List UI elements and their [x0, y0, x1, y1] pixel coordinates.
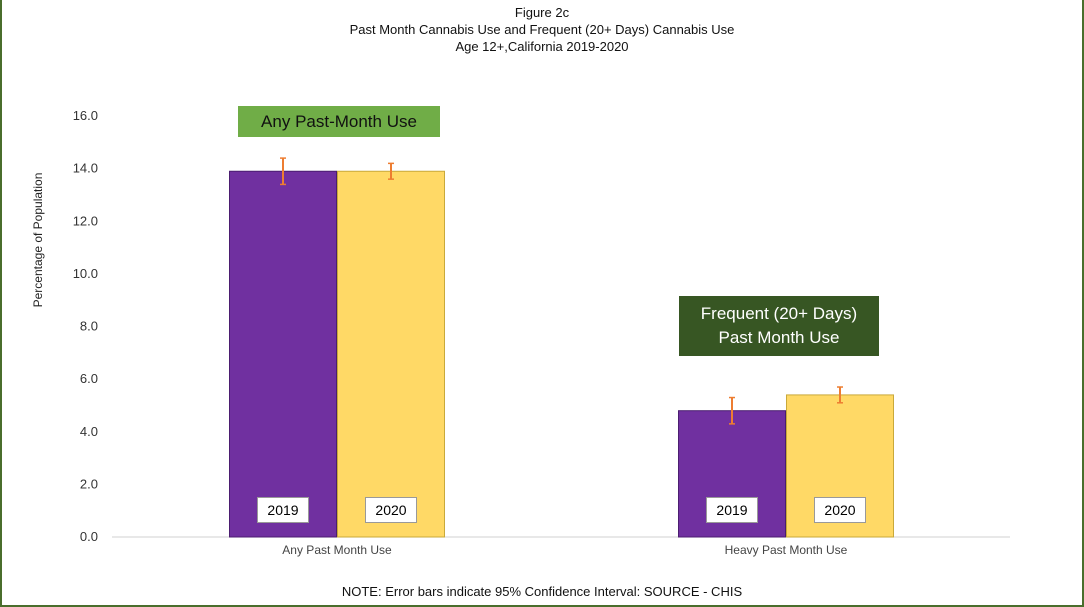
- y-tick-label: 12.0: [73, 213, 98, 228]
- bar-year-label: 2020: [365, 497, 417, 523]
- y-tick-label: 0.0: [80, 529, 98, 544]
- chart-subtitle-line-1: Past Month Cannabis Use and Frequent (20…: [349, 22, 735, 37]
- bar-year-label: 2019: [257, 497, 309, 523]
- annotation-any-past-month-use: Any Past-Month Use: [238, 106, 440, 137]
- source-note: NOTE: Error bars indicate 95% Confidence…: [341, 584, 743, 599]
- bar-2019-any: [229, 170, 337, 538]
- y-tick-label: 6.0: [80, 371, 98, 386]
- bar-2020-any: [337, 170, 445, 538]
- bar-year-label: 2019: [706, 497, 758, 523]
- y-tick-label: 8.0: [80, 319, 98, 334]
- chart-subtitle-line-2: Age 12+,California 2019-2020: [455, 39, 629, 54]
- y-tick-label: 16.0: [73, 108, 98, 123]
- annotation-frequent-line-1: Frequent (20+ Days): [700, 304, 858, 323]
- y-tick-label: 2.0: [80, 476, 98, 491]
- annotation-frequent-line-2: Past Month Use: [718, 328, 840, 347]
- chart-title: Figure 2c: [514, 5, 570, 20]
- y-tick-label: 4.0: [80, 424, 98, 439]
- annotation-frequent-past-month-use: Frequent (20+ Days) Past Month Use: [679, 296, 879, 356]
- x-category-label: Heavy Past Month Use: [725, 543, 848, 557]
- chart-title-block: Figure 2c Past Month Cannabis Use and Fr…: [0, 4, 1084, 55]
- x-category-label: Any Past Month Use: [282, 543, 392, 557]
- y-tick-label: 10.0: [73, 266, 98, 281]
- bar-year-label: 2020: [814, 497, 866, 523]
- y-tick-label: 14.0: [73, 161, 98, 176]
